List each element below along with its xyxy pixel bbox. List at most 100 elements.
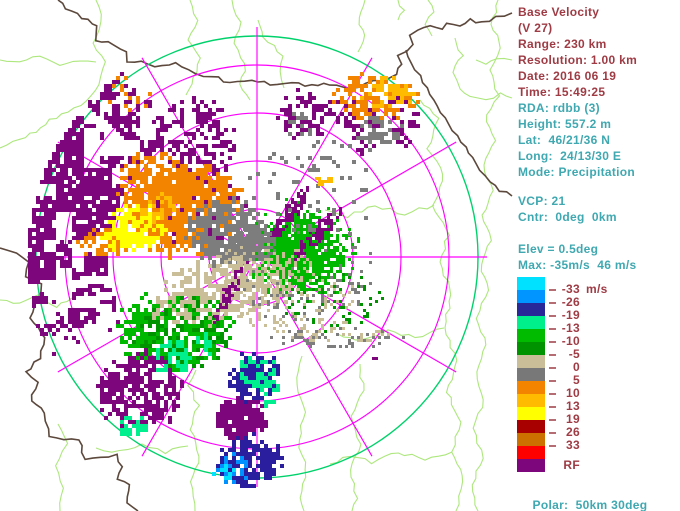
echo-ne-gray (356, 116, 404, 144)
legend-color-box (517, 459, 545, 472)
legend-tick (549, 380, 556, 382)
echo-rf-sw-blob (96, 348, 184, 432)
county-border-line (419, 99, 464, 511)
legend-tick (549, 406, 556, 408)
echo-amber-fleck (315, 177, 333, 186)
legend-color-box (517, 368, 545, 381)
country-border-line (57, 0, 513, 90)
echo-rf-nnw-patch (152, 96, 236, 172)
county-border-line (357, 0, 366, 53)
echo-center-core-gray (228, 228, 276, 261)
echo-spring-sw2 (196, 332, 212, 356)
echo-se-green-sparse (285, 273, 384, 333)
legend-color-box (517, 277, 545, 290)
country-border (0, 0, 513, 511)
legend-color-box (517, 342, 545, 355)
legend-color-box (517, 329, 545, 342)
site-block-line: Long: 24/13/30 E (518, 149, 622, 163)
county-border-line (475, 57, 513, 65)
legend-units-label: m/s (586, 282, 608, 296)
product-block-line: Date: 2016 06 19 (518, 69, 617, 83)
product-block-line: (V 27) (518, 21, 553, 35)
legend-color-box (517, 355, 545, 368)
legend-color-box (517, 433, 545, 446)
echo-s-spring-mid (260, 376, 280, 408)
legend-color-box (517, 420, 545, 433)
site-block-line: Height: 557.2 m (518, 117, 612, 131)
county-border-line (257, 19, 285, 89)
legend-label: 33 (566, 438, 580, 452)
county-border-line (452, 37, 513, 101)
echo-purple-streak-n1 (267, 186, 309, 246)
product-block-line: Base Velocity (518, 5, 600, 19)
legend-label: -26 (561, 295, 580, 309)
legend-label: 26 (566, 425, 580, 439)
legend-color-box (517, 446, 545, 459)
site-info-block: RDA: rdbb (3) Height: 557.2 m Lat: 46/21/3… (518, 100, 635, 180)
legend-tick (549, 445, 556, 447)
legend-tick (549, 328, 556, 330)
echo-tan-sw-mix (152, 280, 232, 328)
county-border-line (0, 55, 97, 66)
echo-yellow-sw (100, 228, 128, 252)
county-border-line (329, 451, 453, 465)
echo-tan-east-sparse (228, 264, 354, 333)
county-border-line (296, 355, 307, 511)
county-border-line (54, 423, 69, 511)
elev-block-line: Max: -35m/s 46 m/s (518, 258, 637, 272)
county-border-line (95, 443, 189, 455)
county-border-line (471, 0, 501, 511)
legend-color-box (517, 316, 545, 329)
polar-label: Polar: 50km 30deg (532, 498, 648, 511)
legend-label: RF (563, 458, 580, 472)
echo-s-purple-mid (216, 396, 268, 440)
legend-tick (549, 289, 556, 291)
echo-center-tan-noise (216, 243, 315, 300)
county-border-line (397, 0, 406, 21)
county-border-line (337, 327, 445, 341)
legend-label: -19 (561, 308, 580, 322)
product-info-block: Base Velocity (V 27) Range: 230 km Resoluti… (518, 4, 637, 100)
legend-tick (549, 302, 556, 304)
echo-gray-band-s (270, 327, 405, 348)
legend-label: -13 (561, 321, 580, 335)
vcp-block-line: VCP: 21 (518, 194, 566, 208)
legend-tick (549, 354, 556, 356)
vcp-info-block: VCP: 21 Cntr: 0deg 0km (518, 193, 617, 225)
echo-ne-amber (360, 76, 416, 108)
legend-tick (549, 315, 556, 317)
country-border-line (405, 49, 513, 197)
elev-block-line: Elev = 0.5deg (518, 242, 599, 256)
legend-tick (549, 419, 556, 421)
product-block-line: Resolution: 1.00 km (518, 53, 638, 67)
legend-label: -10 (561, 334, 580, 348)
legend-label: -33 (561, 282, 580, 296)
country-border-line (0, 247, 139, 511)
legend-label: 10 (566, 386, 580, 400)
echo-s-cyan-bot (212, 464, 236, 480)
county-borders (0, 0, 513, 511)
echo-rf-west-band (28, 72, 164, 356)
county-border-line (350, 363, 365, 511)
site-block-line: Mode: Precipitation (518, 165, 636, 179)
polar-footer: Polar: 50km 30deg (518, 481, 647, 511)
echo-purple-streak-n2 (291, 207, 342, 261)
product-block-line: Time: 15:49:25 (518, 85, 606, 99)
legend-color-box (517, 290, 545, 303)
legend-tick (549, 432, 556, 434)
legend-tick (549, 393, 556, 395)
echo-stray-dot (372, 357, 378, 360)
site-block-line: Lat: 46/21/36 N (518, 133, 611, 147)
legend-tick (549, 367, 556, 369)
legend-color-box (517, 381, 545, 394)
legend-label: 13 (566, 399, 580, 413)
county-border-line (424, 0, 435, 37)
legend-label: -5 (568, 347, 580, 361)
vcp-block-line: Cntr: 0deg 0km (518, 210, 617, 224)
legend-label: 0 (573, 360, 580, 374)
echo-tan-band-s (291, 327, 390, 342)
echo-nnw-gray2 (288, 112, 312, 136)
legend-color-box (517, 394, 545, 407)
county-border-line (231, 0, 251, 101)
